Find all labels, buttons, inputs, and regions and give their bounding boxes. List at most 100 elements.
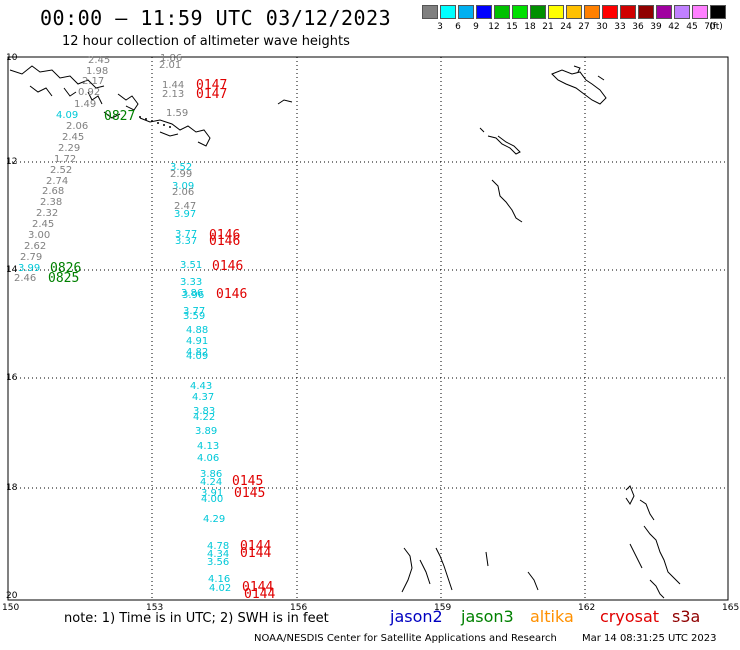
satellite-jason3: jason3 [461, 607, 514, 626]
wave-height-value: 3.89 [195, 426, 217, 437]
colorbar-swatch [548, 5, 564, 19]
colorbar-label: 24 [560, 22, 572, 32]
lat-tick: 18 [6, 483, 18, 493]
generated-timestamp: Mar 14 08:31:25 UTC 2023 [582, 633, 717, 644]
wave-height-value: 2.52 [50, 165, 72, 176]
colorbar-swatch [512, 5, 528, 19]
colorbar-swatch [692, 5, 708, 19]
colorbar-swatch [476, 5, 492, 19]
colorbar-label: 12 [488, 22, 500, 32]
colorbar-swatch [440, 5, 456, 19]
wave-height-value: 4.00 [201, 494, 223, 505]
colorbar-swatch [530, 5, 546, 19]
footnote: note: 1) Time is in UTC; 2) SWH is in fe… [64, 611, 329, 626]
pass-time-label: 0145 [234, 486, 265, 501]
wave-height-value: 3.52 [170, 162, 192, 173]
pass-time-label: 0146 [209, 234, 240, 249]
wave-height-value: 2.99 [170, 169, 192, 180]
wave-height-value: 2.74 [46, 176, 68, 187]
colorbar-swatch [458, 5, 474, 19]
wave-height-value: 0.92 [78, 87, 100, 98]
wave-height-value: 4.91 [186, 336, 208, 347]
colorbar-swatch [638, 5, 654, 19]
colorbar-swatch [602, 5, 618, 19]
lat-tick: 12 [6, 157, 18, 167]
wave-height-value: 2.68 [42, 186, 64, 197]
wave-height-value: 3.86 [200, 469, 222, 480]
satellite-altika: altika [530, 607, 574, 626]
lat-tick: 10 [6, 53, 18, 63]
wave-height-value: 4.43 [190, 381, 212, 392]
wave-height-value: 1.49 [74, 99, 96, 110]
colorbar-label: 21 [542, 22, 554, 32]
colorbar-label: 18 [524, 22, 536, 32]
wave-height-value: 1.86 [160, 53, 182, 64]
wave-height-value: 2.45 [32, 219, 54, 230]
wave-height-value: 4.78 [207, 541, 229, 552]
wave-height-value: 4.16 [208, 574, 230, 585]
wave-height-value: 3.56 [207, 557, 229, 568]
wave-height-value: 4.88 [186, 325, 208, 336]
credit-line: NOAA/NESDIS Center for Satellite Applica… [254, 633, 557, 644]
colorbar-label: 6 [455, 22, 461, 32]
wave-height-value: 1.72 [54, 154, 76, 165]
wave-height-value: 4.37 [192, 392, 214, 403]
wave-height-labels: 2.451.982.170.921.494.092.062.452.291.72… [14, 53, 231, 594]
wave-height-value: 2.17 [82, 76, 104, 87]
pass-time-label: 0827 [104, 109, 135, 124]
colorbar-label: 70 [704, 22, 716, 32]
wave-height-value: 3.91 [201, 488, 223, 499]
lon-tick: 162 [578, 603, 596, 613]
pass-time-label: 0144 [242, 580, 273, 595]
colorbar-swatch [494, 5, 510, 19]
wave-height-value: 3.00 [28, 230, 50, 241]
wave-height-value: 3.96 [182, 290, 204, 301]
wave-height-value: 2.45 [88, 55, 110, 66]
wave-height-value: 2.01 [159, 60, 181, 71]
wave-height-value: 1.59 [166, 108, 188, 119]
wave-height-value: 3.77 [183, 306, 205, 317]
wave-height-value: 4.34 [207, 549, 229, 560]
colorbar-label: 45 [686, 22, 698, 32]
wave-height-value: 3.77 [175, 229, 197, 240]
wave-height-value: 4.13 [197, 441, 219, 452]
colorbar-swatch [674, 5, 690, 19]
lon-tick: 156 [290, 603, 308, 613]
pass-time-label: 0147 [196, 87, 227, 102]
wave-height-value: 1.44 [162, 80, 184, 91]
wave-height-value: 2.06 [172, 187, 194, 198]
wave-height-value: 3.51 [180, 260, 202, 271]
colorbar-swatch [422, 5, 438, 19]
track-dots [139, 116, 171, 128]
pass-time-label: 0147 [196, 78, 227, 93]
colorbar-swatch [710, 5, 726, 19]
map-title: 00:00 – 11:59 UTC 03/12/2023 [40, 6, 392, 30]
wave-height-value: 2.38 [40, 197, 62, 208]
wave-height-value: 3.37 [175, 236, 197, 247]
colorbar-label: 27 [578, 22, 590, 32]
colorbar-label: 9 [473, 22, 479, 32]
pass-time-label: 0145 [232, 474, 263, 489]
lon-tick: 150 [2, 603, 20, 613]
colorbar-label: 30 [596, 22, 608, 32]
wave-height-value: 1.98 [86, 66, 108, 77]
wave-height-value: 4.09 [186, 351, 208, 362]
pass-time-labels: 0827082608250147014701460146014601460145… [48, 78, 275, 602]
wave-height-value: 4.29 [203, 514, 225, 525]
pass-time-label: 0144 [240, 546, 271, 561]
lon-tick: 165 [722, 603, 740, 613]
wave-height-value: 3.99 [18, 263, 40, 274]
colorbar-label: 42 [668, 22, 680, 32]
wave-height-value: 3.09 [172, 181, 194, 192]
wave-height-value: 2.47 [174, 201, 196, 212]
wave-height-value: 2.79 [20, 252, 42, 263]
satellite-cryosat: cryosat [600, 607, 660, 626]
map-frame [7, 56, 729, 601]
lat-tick: 20 [6, 591, 18, 601]
wave-height-value: 4.24 [200, 477, 222, 488]
wave-height-value: 3.33 [180, 277, 202, 288]
wave-height-value: 4.02 [209, 583, 231, 594]
wave-height-value: 3.59 [183, 311, 205, 322]
colorbar-label: 3 [437, 22, 443, 32]
